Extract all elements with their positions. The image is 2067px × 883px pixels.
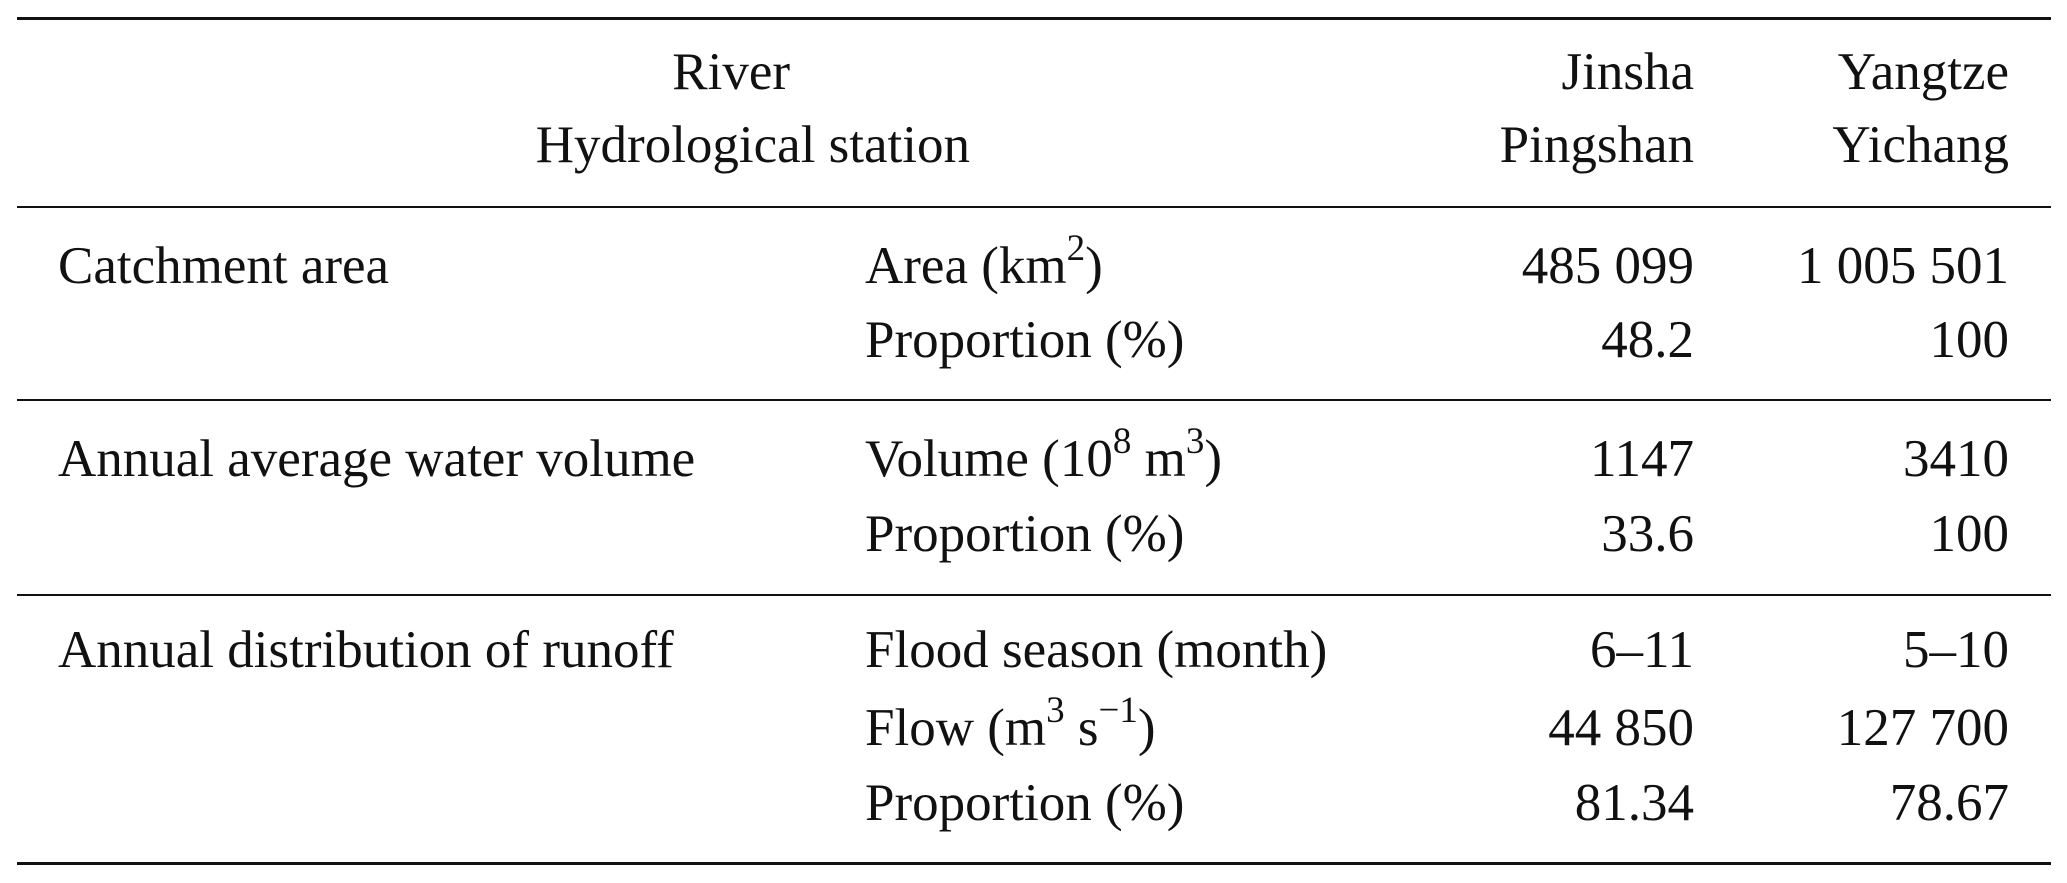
value-jinsha-volume: 1147 <box>1589 430 1694 488</box>
header-col-yangtze-river: Yangtze <box>1837 43 2009 101</box>
value-yangtze-volume-proportion: 100 <box>1929 505 2010 563</box>
metric-runoff-proportion: Proportion (%) <box>865 774 1185 832</box>
metric-flow: Flow (m3 s−1) <box>865 690 1156 757</box>
metric-volume-proportion: Proportion (%) <box>865 505 1185 563</box>
value-yangtze-flow: 127 700 <box>1836 699 2009 757</box>
top-rule <box>17 17 2051 20</box>
category-runoff-distribution: Annual distribution of runoff <box>58 621 674 679</box>
header-station-label: Hydrological station <box>535 116 970 174</box>
header-col-yangtze-station: Yichang <box>1832 116 2009 174</box>
metric-area: Area (km2) <box>865 228 1103 295</box>
section-rule-1 <box>17 399 2051 401</box>
value-yangtze-volume: 3410 <box>1903 430 2009 488</box>
metric-area-proportion: Proportion (%) <box>865 311 1185 369</box>
header-col-jinsha-station: Pingshan <box>1499 116 1694 174</box>
value-yangtze-runoff-proportion: 78.67 <box>1889 774 2009 832</box>
metric-volume: Volume (108 m3) <box>865 421 1222 488</box>
value-jinsha-volume-proportion: 33.6 <box>1601 505 1694 563</box>
value-yangtze-flood-season: 5–10 <box>1903 621 2009 679</box>
category-catchment-area: Catchment area <box>58 237 390 295</box>
header-rule <box>17 206 2051 208</box>
header-river-label: River <box>672 43 790 101</box>
value-jinsha-area: 485 099 <box>1521 237 1694 295</box>
value-jinsha-area-proportion: 48.2 <box>1601 311 1694 369</box>
value-jinsha-flood-season: 6–11 <box>1589 621 1694 679</box>
category-annual-water-volume: Annual average water volume <box>58 430 696 488</box>
value-yangtze-area-proportion: 100 <box>1929 311 2010 369</box>
value-yangtze-area: 1 005 501 <box>1797 237 2009 295</box>
header-col-jinsha-river: Jinsha <box>1561 43 1695 101</box>
value-jinsha-runoff-proportion: 81.34 <box>1574 774 1694 832</box>
metric-flood-season: Flood season (month) <box>865 621 1328 679</box>
value-jinsha-flow: 44 850 <box>1548 699 1694 757</box>
section-rule-2 <box>17 594 2051 596</box>
bottom-rule <box>17 862 2051 865</box>
